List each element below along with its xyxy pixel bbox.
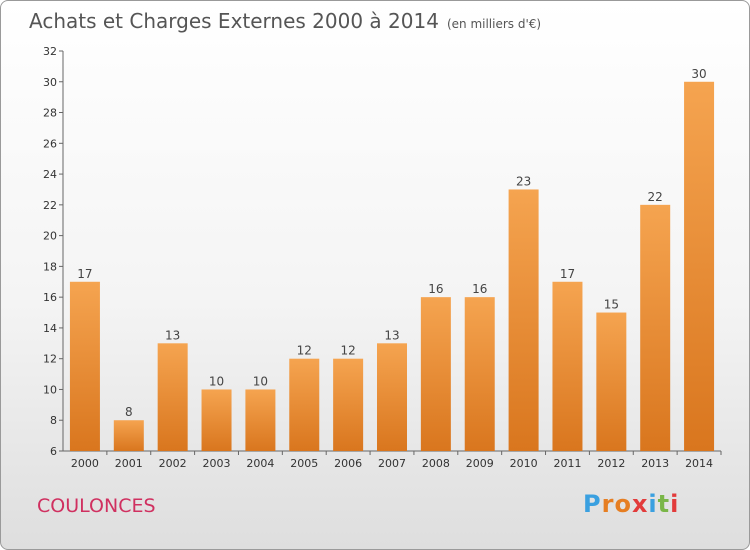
value-label-2006: 12 [340,344,355,358]
y-tick-label: 14 [43,322,57,335]
value-label-2002: 13 [165,328,180,342]
x-tick-label-2004: 2004 [246,457,274,470]
bar-2005 [289,358,320,451]
x-tick-label-2003: 2003 [203,457,231,470]
value-label-2009: 16 [472,282,487,296]
proxiti-logo[interactable]: Proxiti [583,490,679,518]
y-tick-label: 6 [50,445,57,458]
bar-2007 [377,343,407,451]
x-tick-label-2007: 2007 [378,457,406,470]
bars [69,81,715,452]
bar-2011 [552,281,583,451]
bar-2008 [420,297,451,451]
data-labels: 17 8 13 10 10 12 12 13 16 16 23 17 15 22 30 [77,67,706,419]
bar-2013 [640,204,671,451]
unit-label: (en milliers d'€) [446,17,542,31]
y-tick-label: 16 [43,291,57,304]
value-label-2003: 10 [209,374,224,388]
value-label-2004: 10 [253,374,268,388]
value-label-2012: 15 [604,298,619,312]
bar-2002 [157,343,188,451]
x-tick-label-2006: 2006 [334,457,362,470]
title-text: Achats et Charges Externes 2000 à 2014 [29,9,439,33]
y-tick-label: 8 [50,414,57,427]
y-tick-label: 26 [43,137,57,150]
axes: 6 8 10 12 14 16 18 20 22 24 26 28 30 32 2000 2001 2002 20… [43,45,722,470]
value-label-2010: 23 [516,174,531,188]
value-label-2001: 8 [125,405,133,419]
chart-title: Achats et Charges Externes 2000 à 2014 (e… [29,9,541,33]
commune-name: COULONCES [37,495,156,517]
bar-2010 [508,189,539,451]
y-tick-label: 28 [43,107,57,120]
y-tick-label: 30 [43,76,57,89]
value-label-2014: 30 [691,67,706,81]
logo-letter: r [601,490,615,518]
value-label-2011: 17 [560,267,575,281]
y-tick-label: 10 [43,383,57,396]
value-label-2013: 22 [648,190,663,204]
bar-2006 [333,358,364,451]
logo-letter: i [648,490,658,518]
x-tick-label-2009: 2009 [466,457,494,470]
x-tick-label-2011: 2011 [553,457,581,470]
value-label-2005: 12 [297,344,312,358]
x-tick-label-2001: 2001 [115,457,143,470]
logo-letter: t [657,490,671,518]
bar-2001 [113,420,144,451]
y-tick-label: 12 [43,353,57,366]
logo-letter: P [583,490,602,518]
y-tick-label: 18 [43,260,57,273]
y-tick-label: 24 [43,168,57,181]
bar-2009 [464,297,495,451]
y-tick-label: 22 [43,199,57,212]
logo-letter: i [670,490,680,518]
bar-2012 [596,312,627,451]
x-tick-label-2000: 2000 [71,457,99,470]
value-label-2000: 17 [77,267,92,281]
y-tick-label: 32 [43,45,57,58]
bar-2000 [69,281,100,451]
bar-2003 [201,389,232,451]
y-tick-label: 20 [43,230,57,243]
bar-2004 [245,389,276,451]
x-tick-label-2005: 2005 [290,457,318,470]
value-label-2008: 16 [428,282,443,296]
bar-2014 [684,81,715,452]
value-label-2007: 13 [384,328,399,342]
x-tick-label-2014: 2014 [685,457,713,470]
x-tick-label-2002: 2002 [159,457,187,470]
logo-letter: x [631,490,649,518]
x-tick-label-2013: 2013 [641,457,669,470]
x-tick-label-2008: 2008 [422,457,450,470]
x-tick-label-2010: 2010 [510,457,538,470]
x-tick-label-2012: 2012 [597,457,625,470]
logo-letter: o [614,490,632,518]
